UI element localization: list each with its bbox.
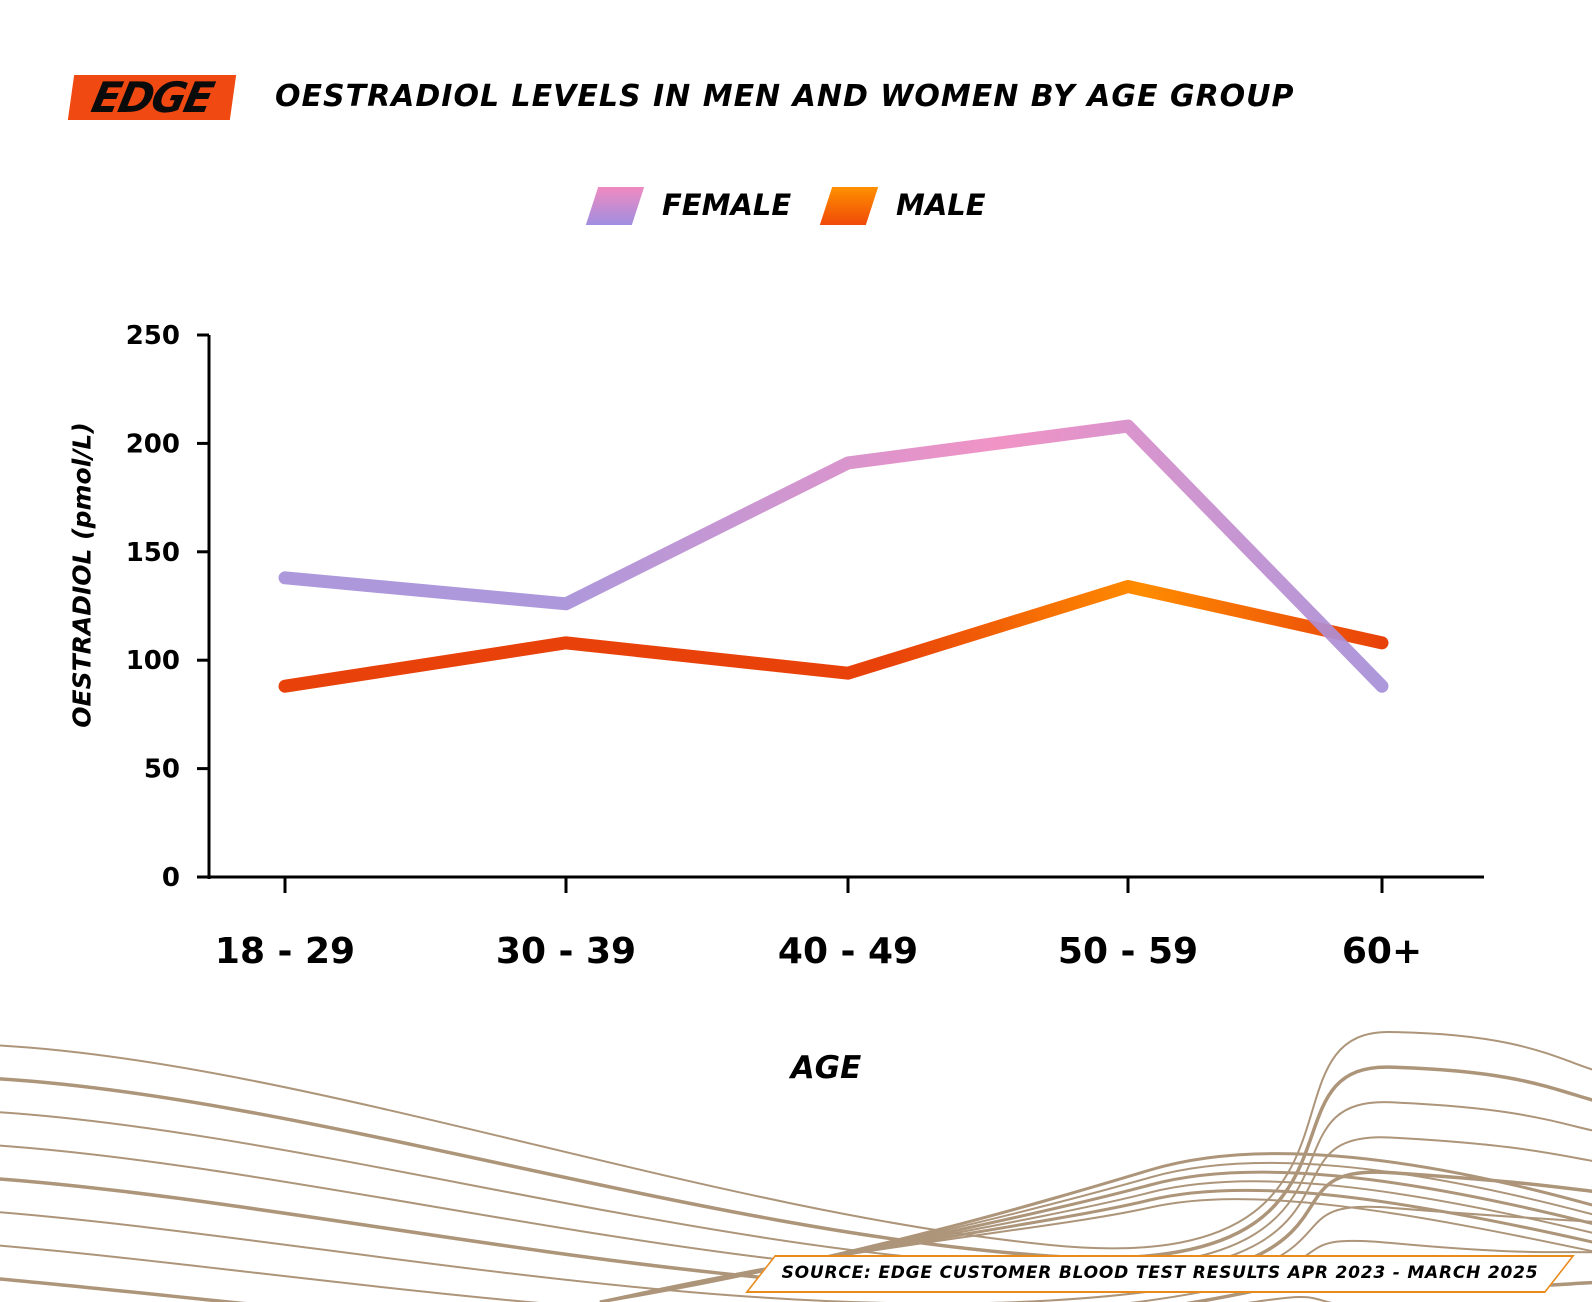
y-tick-label: 100 [126, 646, 180, 676]
series-line-male [278, 579, 1389, 693]
wave-line [0, 1065, 1592, 1260]
source-text: SOURCE: EDGE CUSTOMER BLOOD TEST RESULTS… [781, 1263, 1539, 1283]
chart-title: OESTRADIOL LEVELS IN MEN AND WOMEN BY AG… [275, 79, 1295, 114]
y-tick-label: 200 [126, 429, 180, 459]
series-line-female [278, 419, 1389, 693]
x-tick-label: 18 - 29 [215, 931, 355, 972]
series-group [278, 419, 1389, 693]
y-axis-label: OESTRADIOL (pmol/L) [67, 422, 97, 728]
axes: 0 50 100 150 200 250 18 - 29 30 - 39 40 - 49 50 -… [126, 321, 1484, 972]
legend-label-male: MALE [896, 188, 986, 222]
x-tick-label: 60+ [1342, 931, 1422, 972]
y-tick-label: 0 [162, 863, 180, 893]
x-tick-label: 30 - 39 [496, 931, 636, 972]
wave-line [0, 1239, 1592, 1302]
legend-label-female: FEMALE [662, 188, 792, 222]
x-axis-label: AGE [790, 1050, 862, 1086]
x-tick-label: 40 - 49 [778, 931, 918, 972]
wave-line [0, 1101, 1592, 1269]
y-tick-label: 50 [144, 755, 180, 785]
y-tick-label: 250 [126, 321, 180, 351]
wave-line [0, 1030, 1592, 1250]
y-tick-label: 150 [126, 538, 180, 568]
x-tick-label: 50 - 59 [1058, 931, 1198, 972]
legend: FEMALE MALE [0, 185, 1592, 229]
source-note: SOURCE: EDGE CUSTOMER BLOOD TEST RESULTS… [745, 1255, 1575, 1293]
